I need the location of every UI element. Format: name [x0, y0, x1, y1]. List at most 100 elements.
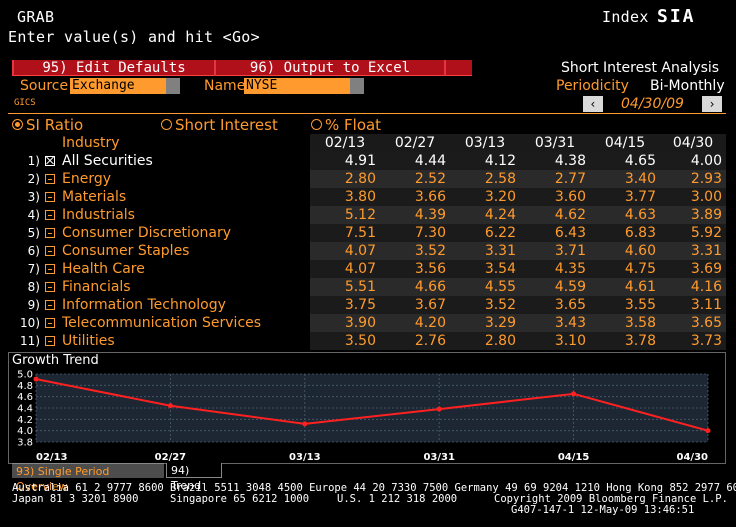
radio-icon	[161, 119, 172, 130]
value-cell: 3.52	[450, 296, 520, 314]
value-cell: 3.40	[590, 170, 660, 188]
checked-box-icon	[45, 156, 55, 166]
row-number: 10)	[20, 316, 40, 330]
industry-table: Industry 02/13 02/27 03/13 03/31 04/15 0…	[10, 134, 726, 350]
value-cell: 2.58	[450, 170, 520, 188]
row-checkbox[interactable]	[42, 206, 58, 224]
value-cell: 3.31	[450, 242, 520, 260]
source-field[interactable]: Exchange	[70, 78, 166, 94]
output-excel-button[interactable]: 96) Output to Excel	[216, 60, 444, 76]
industry-name[interactable]: Energy	[62, 171, 112, 187]
col-header[interactable]: 04/15	[590, 134, 660, 152]
col-header[interactable]: 03/31	[520, 134, 590, 152]
name-dropdown[interactable]	[350, 78, 364, 94]
row-checkbox[interactable]	[42, 278, 58, 296]
row-checkbox[interactable]	[42, 170, 58, 188]
col-header[interactable]: 03/13	[450, 134, 520, 152]
row-checkbox[interactable]	[42, 296, 58, 314]
value-cell: 3.65	[660, 314, 726, 332]
expand-box-icon	[45, 174, 55, 184]
data-point	[302, 421, 308, 427]
table-row[interactable]: 9) Information Technology 3.75 3.67 3.52 3.65…	[10, 296, 726, 314]
x-tick-label: 03/13	[289, 452, 321, 463]
date-field[interactable]: 04/30/09	[621, 96, 684, 112]
chart-frame	[8, 352, 726, 464]
row-checkbox[interactable]	[42, 242, 58, 260]
row-checkbox[interactable]	[42, 224, 58, 242]
industry-name[interactable]: Health Care	[62, 261, 145, 277]
data-point	[167, 403, 173, 409]
value-cell: 3.11	[660, 296, 726, 314]
value-cell: 3.69	[660, 260, 726, 278]
footer-japan: Japan 81 3 3201 8900	[12, 493, 139, 505]
row-checkbox[interactable]	[42, 332, 58, 350]
industry-name[interactable]: Consumer Discretionary	[62, 225, 231, 241]
col-header[interactable]: 02/13	[310, 134, 380, 152]
value-cell: 4.60	[590, 242, 660, 260]
table-row[interactable]: 7) Health Care 4.07 3.56 3.54 4.35 4.75 3.69	[10, 260, 726, 278]
table-row[interactable]: 1) All Securities 4.91 4.44 4.12 4.38 4.65 4.00	[10, 152, 726, 170]
table-row[interactable]: 8) Financials 5.51 4.66 4.55 4.59 4.61 4.16	[10, 278, 726, 296]
periodicity-label: Periodicity	[556, 78, 629, 94]
value-cell: 4.24	[450, 206, 520, 224]
table-row[interactable]: 3) Materials 3.80 3.66 3.20 3.60 3.77 3.00	[10, 188, 726, 206]
value-cell: 4.65	[590, 152, 660, 170]
row-checkbox[interactable]	[42, 260, 58, 278]
radio-short-interest[interactable]: Short Interest	[161, 116, 278, 134]
value-cell: 3.66	[380, 188, 450, 206]
col-header[interactable]: 02/27	[380, 134, 450, 152]
row-number: 11)	[20, 334, 40, 348]
prev-date-button[interactable]: ‹	[583, 96, 603, 112]
tab-single-period[interactable]: 93) Single Period Overview	[12, 463, 164, 493]
row-checkbox[interactable]	[42, 188, 58, 206]
industry-name[interactable]: Information Technology	[62, 297, 226, 313]
index-name: SIA	[657, 6, 696, 27]
radio-si-ratio[interactable]: SI Ratio	[12, 116, 83, 134]
value-cell: 3.65	[520, 296, 590, 314]
industry-name[interactable]: Industrials	[62, 207, 135, 223]
industry-name[interactable]: Materials	[62, 189, 127, 205]
periodicity-value[interactable]: Bi-Monthly	[650, 78, 725, 94]
expand-box-icon	[45, 318, 55, 328]
row-number: 1)	[27, 154, 40, 168]
value-cell: 4.91	[310, 152, 380, 170]
name-field[interactable]: NYSE	[244, 78, 350, 94]
value-cell: 2.80	[310, 170, 380, 188]
value-cell: 3.90	[310, 314, 380, 332]
next-date-button[interactable]: ›	[702, 96, 722, 112]
table-row[interactable]: 10) Telecommunication Services 3.90 4.20 3.2…	[10, 314, 726, 332]
value-cell: 3.50	[310, 332, 380, 350]
y-tick-label: 4.8	[17, 381, 33, 392]
value-cell: 2.80	[450, 332, 520, 350]
row-number: 9)	[27, 298, 40, 312]
value-cell: 4.00	[660, 152, 726, 170]
row-checkbox[interactable]	[42, 152, 58, 170]
table-row[interactable]: 11) Utilities 3.50 2.76 2.80 3.10 3.78 3.73	[10, 332, 726, 350]
chart-title: Growth Trend	[12, 353, 99, 368]
table-row[interactable]: 4) Industrials 5.12 4.39 4.24 4.62 4.63 3.89	[10, 206, 726, 224]
industry-name[interactable]: Consumer Staples	[62, 243, 190, 259]
row-checkbox[interactable]	[42, 314, 58, 332]
value-cell: 5.92	[660, 224, 726, 242]
col-header[interactable]: 04/30	[660, 134, 726, 152]
industry-name[interactable]: Telecommunication Services	[62, 315, 262, 331]
industry-name[interactable]: Financials	[62, 279, 131, 295]
table-row[interactable]: 5) Consumer Discretionary 7.51 7.30 6.22 6.43…	[10, 224, 726, 242]
y-tick-label: 3.8	[17, 438, 33, 449]
edit-defaults-button[interactable]: 95) Edit Defaults	[14, 60, 214, 76]
name-label: Name	[204, 78, 246, 94]
value-cell: 3.80	[310, 188, 380, 206]
value-cell: 3.31	[660, 242, 726, 260]
source-dropdown[interactable]	[166, 78, 180, 94]
footer-us: U.S. 1 212 318 2000	[337, 493, 458, 505]
tab-trend[interactable]: 94) Trend	[166, 463, 222, 492]
table-row[interactable]: 2) Energy 2.80 2.52 2.58 2.77 3.40 2.93	[10, 170, 726, 188]
industry-name[interactable]: Utilities	[62, 333, 115, 349]
value-cell: 4.44	[380, 152, 450, 170]
industry-name[interactable]: All Securities	[62, 153, 153, 169]
value-cell: 2.52	[380, 170, 450, 188]
radio-float[interactable]: % Float	[311, 116, 381, 134]
table-row[interactable]: 6) Consumer Staples 4.07 3.52 3.31 3.71 4.60 3.…	[10, 242, 726, 260]
data-point	[705, 428, 711, 434]
value-cell: 4.38	[520, 152, 590, 170]
